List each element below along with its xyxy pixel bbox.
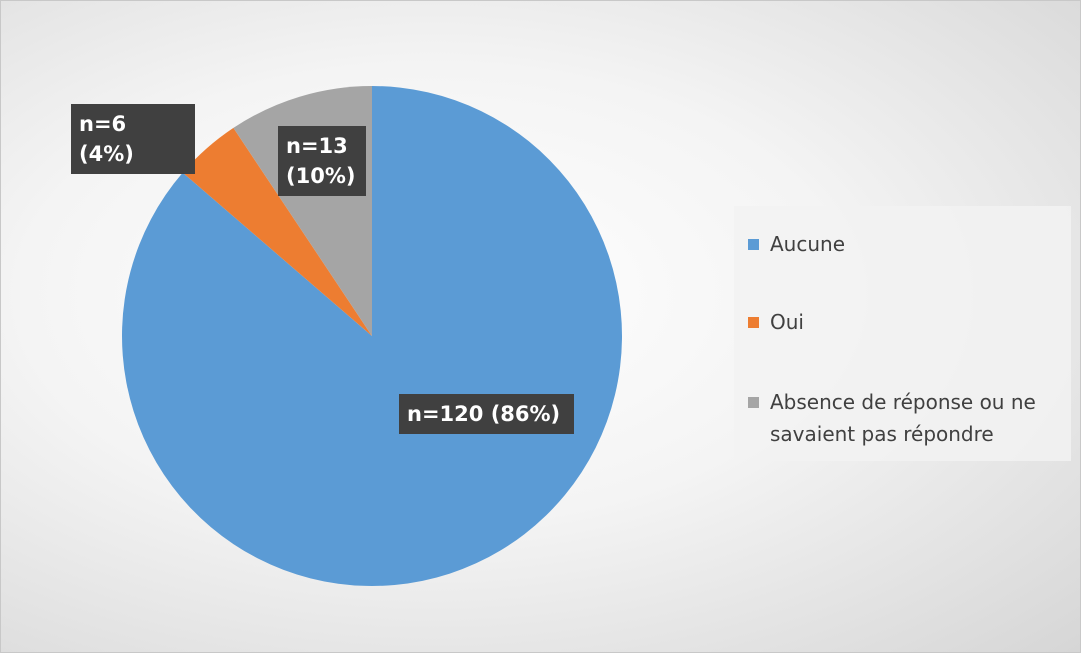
- data-label: n=6 (4%): [71, 104, 195, 174]
- legend-label: Absence de réponse ou ne savaient pas ré…: [770, 390, 1036, 446]
- legend-label: Oui: [770, 310, 804, 334]
- legend-swatch: [748, 397, 759, 408]
- data-label: n=120 (86%): [399, 394, 574, 434]
- pie-slice: [182, 127, 372, 336]
- legend-label: Aucune: [770, 232, 846, 256]
- legend-entry: Absence de réponse ou ne savaient pas ré…: [748, 386, 1058, 450]
- legend-entry: Aucune: [748, 228, 1058, 260]
- legend-swatch: [748, 239, 759, 250]
- data-label: n=13 (10%): [278, 126, 366, 196]
- legend-swatch: [748, 317, 759, 328]
- legend-entry: Oui: [748, 306, 1058, 338]
- legend: Aucune Oui Absence de réponse ou ne savaie…: [734, 206, 1071, 461]
